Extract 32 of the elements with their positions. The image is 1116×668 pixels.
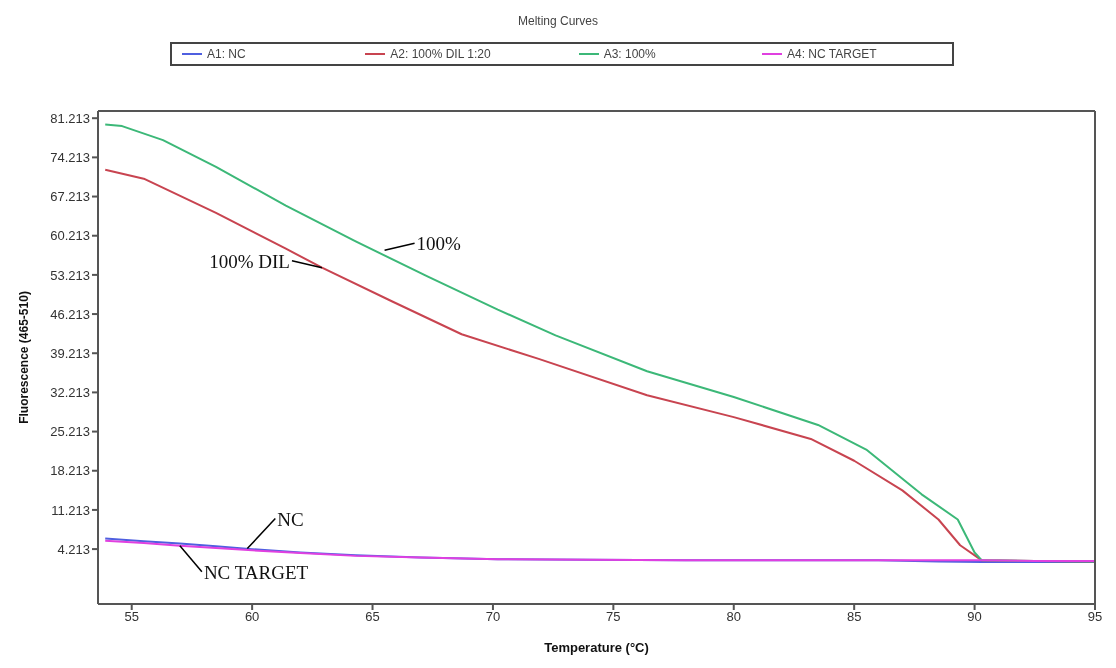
y-tick-label: 74.213	[50, 149, 90, 165]
y-tick-label: 53.213	[50, 267, 90, 283]
y-tick-label: 4.213	[57, 541, 90, 557]
x-axis-title: Temperature (°C)	[544, 640, 649, 655]
annotation: 100%	[416, 233, 462, 255]
y-tick-label: 11.213	[51, 502, 90, 518]
legend-label: A2: 100% DIL 1:20	[390, 47, 491, 61]
y-tick-label: 67.213	[50, 189, 90, 205]
y-tick-label: 60.213	[50, 228, 90, 244]
y-tick-label: 32.213	[50, 385, 90, 401]
x-tick-label: 65	[365, 609, 380, 625]
x-tick-label: 85	[846, 609, 862, 625]
x-tick-label: 70	[485, 609, 501, 625]
y-tick-label: 39.213	[50, 345, 90, 361]
x-tick-label: 75	[606, 609, 621, 625]
legend-label: A4: NC TARGET	[786, 47, 877, 61]
y-tick-label: 25.213	[50, 424, 90, 440]
y-tick-label: 46.213	[50, 306, 90, 322]
annotation: 100% DIL	[209, 250, 290, 272]
annotation: NC TARGET	[203, 561, 309, 583]
y-tick-label: 18.213	[50, 463, 90, 479]
legend-label: A3: 100%	[603, 47, 656, 61]
annotation: NC	[277, 508, 304, 530]
x-tick-label: 80	[726, 609, 741, 625]
x-tick-label: 55	[124, 609, 139, 625]
legend-label: A1: NC	[207, 47, 246, 61]
x-tick-label: 95	[1087, 609, 1103, 625]
y-axis-title: Fluorescence (465-510)	[17, 291, 32, 424]
chart-title: Melting Curves	[517, 14, 599, 30]
x-tick-label: 60	[244, 609, 260, 625]
x-tick-label: 90	[967, 609, 982, 625]
y-tick-label: 81.213	[50, 110, 90, 126]
